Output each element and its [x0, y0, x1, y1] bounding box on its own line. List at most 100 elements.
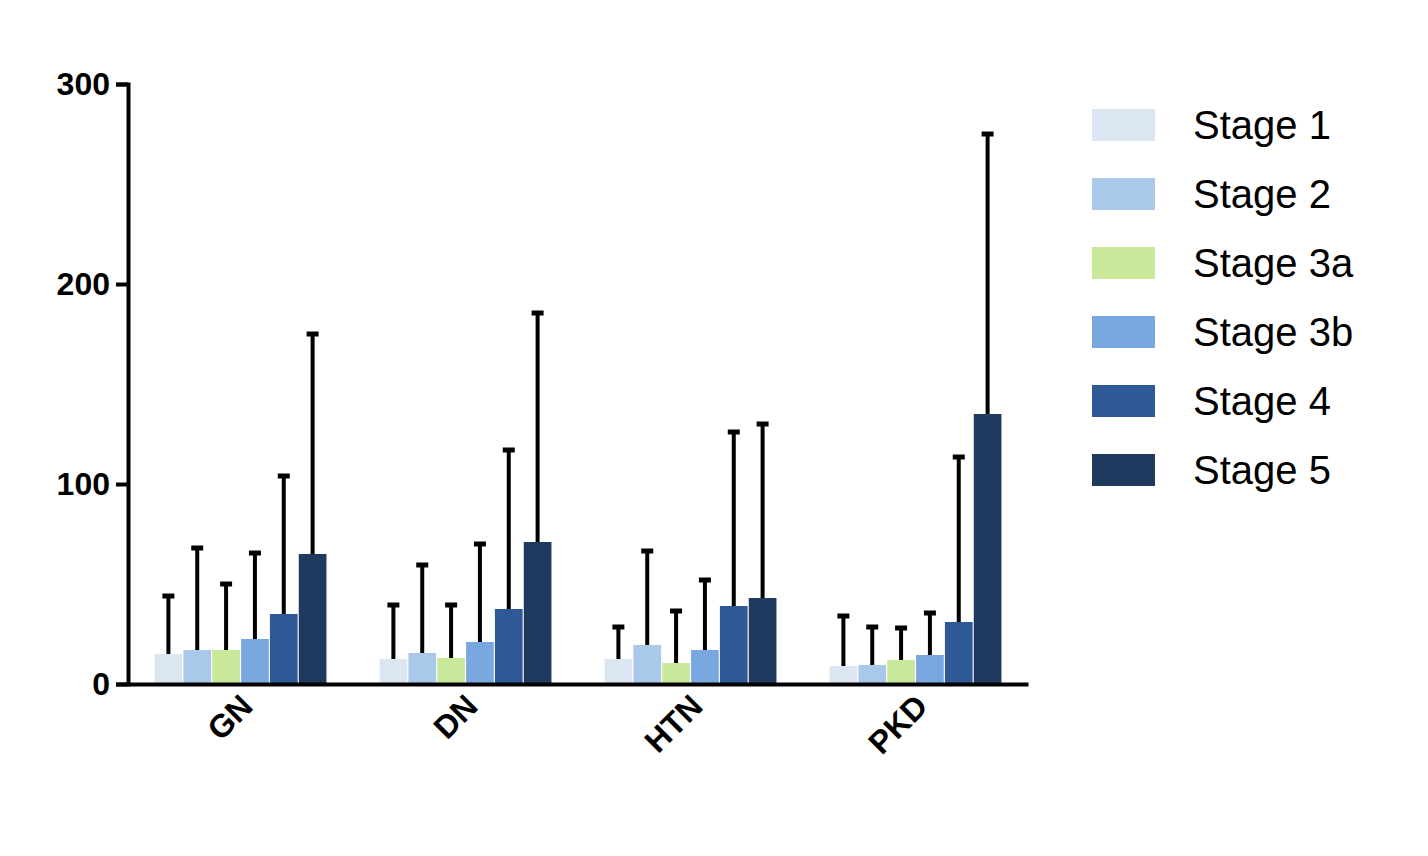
- legend-swatch: [1092, 454, 1155, 486]
- bar: [270, 614, 298, 684]
- legend-label: Stage 3a: [1193, 241, 1354, 285]
- bar: [691, 650, 719, 684]
- error-bar: [503, 450, 515, 609]
- error-line: [870, 627, 874, 665]
- legend-label: Stage 5: [1193, 448, 1331, 492]
- plot-area: [155, 134, 1002, 684]
- error-line: [899, 628, 903, 660]
- y-tick: 200: [57, 266, 128, 302]
- bar: [720, 606, 748, 684]
- bar: [749, 598, 777, 684]
- series: [270, 432, 973, 684]
- error-line: [986, 134, 990, 414]
- x-tick: PKD: [861, 688, 934, 761]
- error-bar: [445, 605, 457, 658]
- bar: [858, 665, 886, 684]
- error-cap: [307, 332, 319, 337]
- error-bar: [924, 613, 936, 655]
- y-tick-mark: [116, 683, 128, 687]
- error-cap: [445, 603, 457, 608]
- error-cap: [728, 430, 740, 435]
- bar: [183, 650, 211, 684]
- legend: Stage 1 Stage 2 Stage 3a Stage 3b Stage 4 Sta…: [1092, 103, 1354, 492]
- error-bar: [837, 616, 849, 666]
- bar: [299, 554, 327, 684]
- bar: [524, 542, 552, 684]
- error-cap: [474, 542, 486, 547]
- error-cap: [416, 563, 428, 568]
- x-axis: GN DN HTN PKD: [129, 685, 1029, 761]
- error-bar: [474, 544, 486, 642]
- error-bar: [728, 432, 740, 606]
- error-line: [478, 544, 482, 642]
- error-line: [391, 605, 395, 659]
- y-tick-mark: [116, 283, 128, 287]
- y-tick-mark: [116, 483, 128, 487]
- error-cap: [670, 609, 682, 614]
- error-bar: [532, 313, 544, 542]
- error-bar: [895, 628, 907, 660]
- x-tick-label: HTN: [638, 688, 710, 760]
- bar: [633, 645, 661, 684]
- error-bar: [162, 596, 174, 654]
- legend-label: Stage 2: [1193, 172, 1331, 216]
- bar: [380, 659, 408, 684]
- error-bar: [220, 584, 232, 650]
- x-tick-label: GN: [200, 688, 259, 747]
- y-tick-label: 300: [57, 66, 110, 102]
- legend-item: Stage 2: [1092, 172, 1331, 216]
- error-line: [536, 313, 540, 542]
- error-cap: [612, 625, 624, 630]
- bar: [212, 650, 240, 684]
- error-cap: [953, 455, 965, 460]
- x-tick-label: PKD: [861, 688, 934, 761]
- error-cap: [162, 594, 174, 599]
- error-cap: [757, 422, 769, 427]
- bar: [466, 642, 494, 684]
- y-tick: 100: [57, 466, 128, 502]
- legend-item: Stage 4: [1092, 379, 1331, 423]
- bar: [155, 654, 183, 684]
- error-bar: [307, 334, 319, 554]
- legend-swatch: [1092, 316, 1155, 348]
- series: [299, 134, 1002, 684]
- error-line: [928, 613, 932, 655]
- bar: [495, 609, 523, 684]
- error-bar: [387, 605, 399, 659]
- bar: [605, 659, 633, 684]
- error-bar: [641, 551, 653, 645]
- error-line: [224, 584, 228, 650]
- y-tick-label: 100: [57, 466, 110, 502]
- error-bar: [278, 476, 290, 614]
- bar: [945, 622, 973, 684]
- bar: [887, 660, 915, 684]
- error-cap: [387, 603, 399, 608]
- error-cap: [866, 625, 878, 630]
- legend-label: Stage 3b: [1193, 310, 1353, 354]
- y-tick-label: 0: [92, 666, 110, 702]
- error-line: [420, 565, 424, 653]
- error-line: [732, 432, 736, 606]
- error-cap: [503, 448, 515, 453]
- error-line: [282, 476, 286, 614]
- x-tick-label: DN: [426, 688, 484, 746]
- error-line: [311, 334, 315, 554]
- error-line: [957, 457, 961, 622]
- series: [155, 596, 858, 684]
- error-cap: [924, 611, 936, 616]
- y-axis-line: [116, 85, 129, 685]
- bar: [241, 639, 269, 684]
- error-bar: [866, 627, 878, 665]
- y-tick: 300: [57, 66, 128, 102]
- error-line: [166, 596, 170, 654]
- legend-item: Stage 3a: [1092, 241, 1354, 285]
- error-line: [507, 450, 511, 609]
- legend-swatch: [1092, 178, 1155, 210]
- bar: [437, 658, 465, 684]
- error-bar: [191, 548, 203, 650]
- series: [241, 544, 944, 684]
- error-line: [253, 553, 257, 639]
- error-bar: [416, 565, 428, 653]
- legend-label: Stage 1: [1193, 103, 1331, 147]
- error-cap: [982, 132, 994, 137]
